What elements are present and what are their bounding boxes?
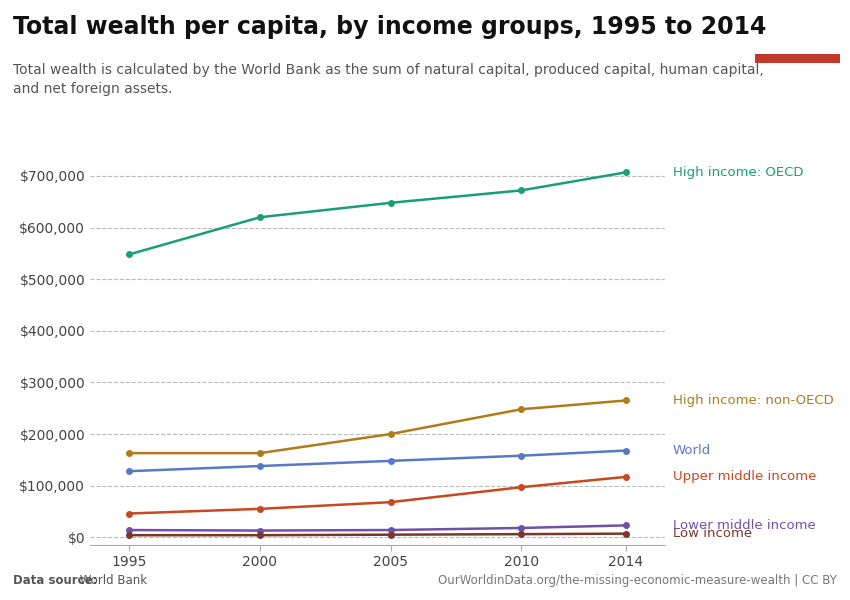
Text: OurWorldinData.org/the-missing-economic-measure-wealth | CC BY: OurWorldinData.org/the-missing-economic-… xyxy=(439,574,837,587)
Text: and net foreign assets.: and net foreign assets. xyxy=(13,82,173,96)
Text: in Data: in Data xyxy=(774,34,821,46)
Text: Our World: Our World xyxy=(764,17,831,30)
Text: World Bank: World Bank xyxy=(76,574,148,587)
Text: Upper middle income: Upper middle income xyxy=(673,470,816,484)
Bar xyxy=(755,54,840,63)
Text: Data source:: Data source: xyxy=(13,574,97,587)
Text: World: World xyxy=(673,444,711,457)
Text: High income: OECD: High income: OECD xyxy=(673,166,803,179)
Text: Total wealth is calculated by the World Bank as the sum of natural capital, prod: Total wealth is calculated by the World … xyxy=(13,63,763,77)
Text: Low income: Low income xyxy=(673,527,752,540)
Text: High income: non-OECD: High income: non-OECD xyxy=(673,394,834,407)
Text: Total wealth per capita, by income groups, 1995 to 2014: Total wealth per capita, by income group… xyxy=(13,15,766,39)
Text: Lower middle income: Lower middle income xyxy=(673,519,816,532)
